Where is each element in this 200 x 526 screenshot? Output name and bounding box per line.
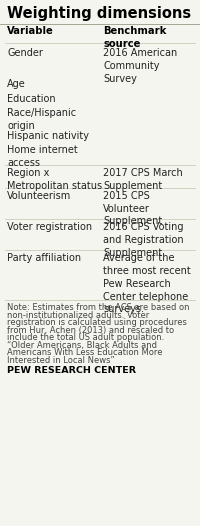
Text: registration is calculated using procedures: registration is calculated using procedu… <box>7 318 187 327</box>
Text: include the total US adult population.: include the total US adult population. <box>7 333 164 342</box>
Text: Hispanic nativity: Hispanic nativity <box>7 131 89 141</box>
Text: Race/Hispanic
origin: Race/Hispanic origin <box>7 108 76 131</box>
Text: PEW RESEARCH CENTER: PEW RESEARCH CENTER <box>7 366 136 375</box>
Text: 2016 CPS Voting
and Registration
Supplement: 2016 CPS Voting and Registration Supplem… <box>103 222 184 258</box>
Text: Weighting dimensions: Weighting dimensions <box>7 6 191 21</box>
Text: Volunteerism: Volunteerism <box>7 191 71 201</box>
Text: 2016 American
Community
Survey: 2016 American Community Survey <box>103 48 177 84</box>
Text: non-institutionalized adults. Voter: non-institutionalized adults. Voter <box>7 311 149 320</box>
Text: Age: Age <box>7 79 26 89</box>
Text: Benchmark
source: Benchmark source <box>103 26 166 49</box>
Text: Interested in Local News”: Interested in Local News” <box>7 356 115 365</box>
Text: “Older Americans, Black Adults and: “Older Americans, Black Adults and <box>7 341 157 350</box>
Text: Party affiliation: Party affiliation <box>7 253 81 263</box>
Text: Note: Estimates from the ACS are based on: Note: Estimates from the ACS are based o… <box>7 303 190 312</box>
Text: Americans With Less Education More: Americans With Less Education More <box>7 348 162 357</box>
Text: Education: Education <box>7 94 56 104</box>
Text: Home internet
access: Home internet access <box>7 145 78 168</box>
Text: Variable: Variable <box>7 26 54 36</box>
Text: 2015 CPS
Volunteer
Supplement: 2015 CPS Volunteer Supplement <box>103 191 162 226</box>
Text: 2017 CPS March
Supplement: 2017 CPS March Supplement <box>103 168 183 191</box>
Text: Voter registration: Voter registration <box>7 222 92 232</box>
Text: from Hur, Achen (2013) and rescaled to: from Hur, Achen (2013) and rescaled to <box>7 326 174 335</box>
Text: Average of the
three most recent
Pew Research
Center telephone
surveys.: Average of the three most recent Pew Res… <box>103 253 191 315</box>
Text: Region x
Metropolitan status: Region x Metropolitan status <box>7 168 102 191</box>
Text: Gender: Gender <box>7 48 43 58</box>
